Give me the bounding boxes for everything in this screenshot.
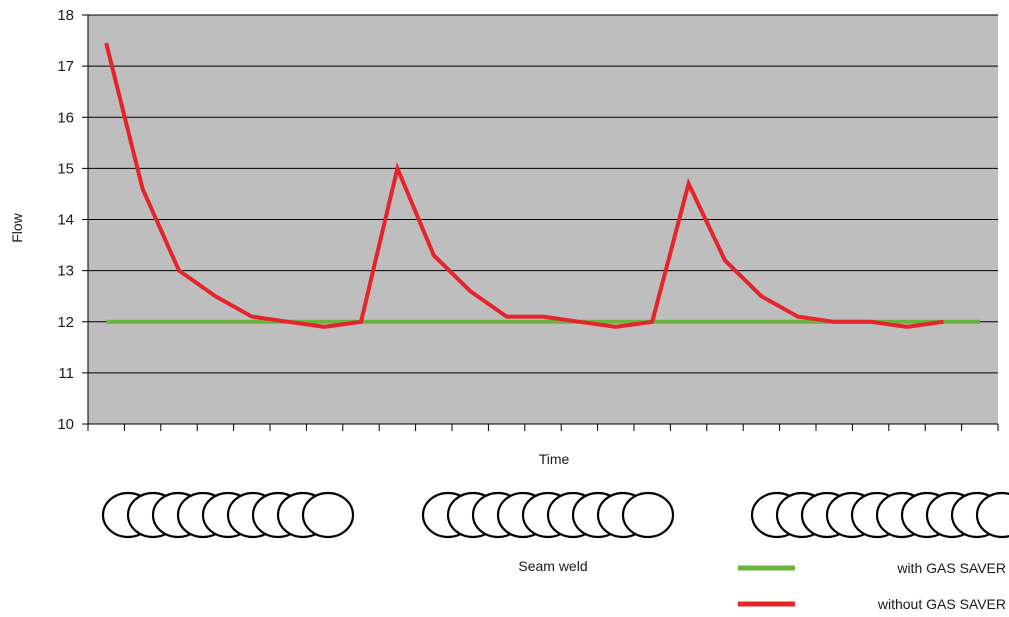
y-tick-label: 13	[57, 263, 74, 280]
bead-group-1	[101, 491, 355, 539]
weld-bead	[975, 491, 1009, 539]
y-axis-ticks: 10 11 12 13 14 15 16 17 18	[57, 7, 998, 433]
y-axis-label: Flow	[9, 212, 25, 242]
legend-label-1: with GAS SAVER	[896, 560, 1006, 576]
y-tick-label: 18	[57, 7, 74, 24]
y-tick-label: 11	[58, 365, 74, 382]
y-tick-label: 14	[57, 212, 74, 229]
weld-bead	[301, 491, 355, 539]
bead-group-3	[750, 491, 1009, 539]
y-tick-label: 10	[57, 416, 74, 433]
seam-weld-beads	[101, 491, 1009, 539]
series-line-without-gas-saver	[104, 42, 944, 329]
weld-bead	[621, 491, 675, 539]
y-tick-label: 15	[57, 160, 74, 177]
x-axis-label: Time	[539, 451, 570, 467]
y-tick-label: 12	[57, 314, 74, 331]
y-tick-label: 16	[57, 109, 74, 126]
seam-weld-label: Seam weld	[518, 558, 587, 574]
legend-label-2: without GAS SAVER	[877, 596, 1006, 612]
plot-area: 10 11 12 13 14 15 16 17 18	[57, 7, 999, 433]
y-tick-label: 17	[57, 58, 74, 75]
series-lines	[104, 42, 980, 329]
legend: with GAS SAVER without GAS SAVER	[738, 560, 1006, 612]
bead-group-2	[421, 491, 675, 539]
x-axis-ticks	[87, 424, 999, 431]
